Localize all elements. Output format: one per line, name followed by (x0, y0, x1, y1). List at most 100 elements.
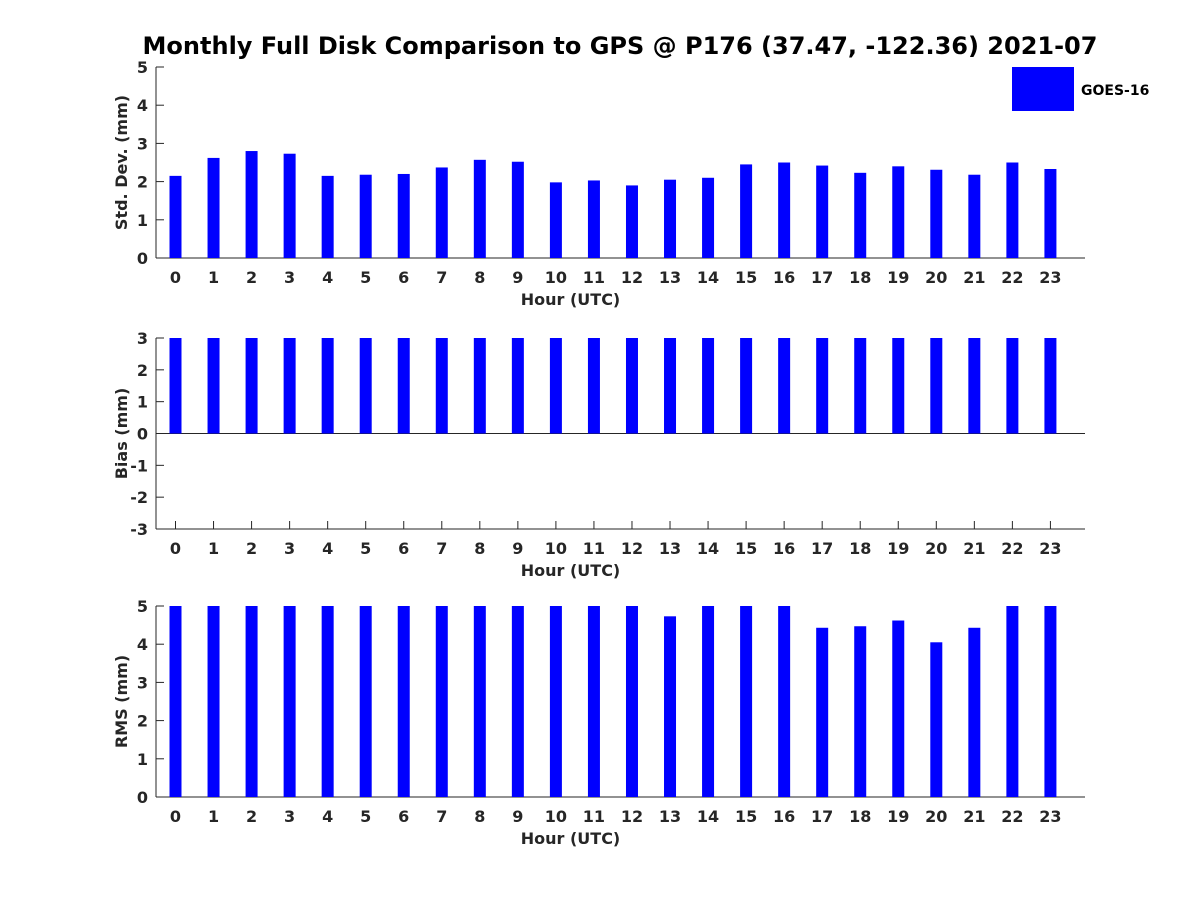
y-axis-label: RMS (mm) (112, 655, 131, 748)
x-tick-label: 14 (697, 268, 719, 287)
x-tick-label: 7 (436, 807, 447, 826)
bar (664, 616, 677, 797)
bar (1006, 338, 1019, 434)
bar (930, 642, 943, 797)
bar (892, 620, 905, 797)
bar (321, 175, 334, 258)
bar (778, 162, 791, 258)
bar (283, 606, 296, 797)
bar (740, 606, 753, 797)
x-tick-label: 8 (474, 539, 485, 558)
bar (892, 166, 905, 258)
legend-swatch (1012, 67, 1074, 111)
x-tick-label: 16 (773, 807, 795, 826)
y-tick-label: 2 (137, 361, 148, 380)
x-tick-label: 19 (887, 539, 909, 558)
bar (1044, 606, 1057, 797)
bar (245, 151, 258, 258)
y-tick-label: 4 (137, 96, 148, 115)
x-tick-label: 18 (849, 807, 871, 826)
bar (435, 338, 448, 434)
x-tick-label: 6 (398, 807, 409, 826)
x-tick-label: 21 (963, 268, 985, 287)
y-tick-label: 4 (137, 635, 148, 654)
x-tick-label: 14 (697, 807, 719, 826)
bar (816, 627, 829, 797)
bar (397, 606, 410, 797)
y-tick-label: 1 (137, 211, 148, 230)
bar (587, 180, 600, 258)
x-tick-label: 4 (322, 807, 333, 826)
x-tick-label: 10 (545, 539, 567, 558)
x-tick-label: 21 (963, 807, 985, 826)
x-tick-label: 18 (849, 539, 871, 558)
bar (359, 606, 372, 797)
bar (968, 627, 981, 797)
bar (207, 606, 220, 797)
x-tick-label: 4 (322, 539, 333, 558)
x-tick-label: 20 (925, 268, 947, 287)
bar (473, 606, 486, 797)
bar (625, 185, 638, 258)
x-tick-label: 3 (284, 268, 295, 287)
x-tick-label: 15 (735, 268, 757, 287)
bar (321, 338, 334, 434)
x-tick-label: 10 (545, 268, 567, 287)
x-tick-label: 11 (583, 268, 605, 287)
bar (169, 606, 182, 797)
x-tick-label: 0 (170, 539, 181, 558)
bar (359, 338, 372, 434)
bar (549, 606, 562, 797)
x-tick-label: 12 (621, 268, 643, 287)
x-tick-label: 13 (659, 539, 681, 558)
bar (511, 338, 524, 434)
x-tick-label: 4 (322, 268, 333, 287)
bar (664, 338, 677, 434)
y-tick-label: 0 (137, 425, 148, 444)
x-tick-label: 22 (1001, 807, 1023, 826)
bar (664, 179, 677, 258)
x-tick-label: 17 (811, 268, 833, 287)
y-tick-label: -1 (130, 456, 148, 475)
y-tick-label: 2 (137, 712, 148, 731)
bar (283, 153, 296, 258)
x-tick-label: 11 (583, 807, 605, 826)
bar (778, 606, 791, 797)
x-tick-label: 0 (170, 807, 181, 826)
x-tick-label: 22 (1001, 268, 1023, 287)
bar (207, 338, 220, 434)
y-tick-label: 5 (137, 597, 148, 616)
bar (892, 338, 905, 434)
bar (854, 626, 867, 797)
bar (625, 606, 638, 797)
y-axis-label: Std. Dev. (mm) (112, 95, 131, 230)
bar (397, 173, 410, 258)
x-tick-label: 6 (398, 268, 409, 287)
bar (702, 606, 715, 797)
legend: GOES-16 (1012, 67, 1149, 111)
x-tick-label: 23 (1039, 268, 1061, 287)
bar (1006, 606, 1019, 797)
x-tick-label: 8 (474, 807, 485, 826)
bar (511, 606, 524, 797)
y-tick-label: 1 (137, 750, 148, 769)
bar (435, 606, 448, 797)
x-tick-label: 15 (735, 807, 757, 826)
x-tick-label: 18 (849, 268, 871, 287)
bar (245, 338, 258, 434)
bar (702, 177, 715, 258)
bar (740, 164, 753, 258)
x-tick-label: 9 (512, 268, 523, 287)
x-tick-label: 9 (512, 539, 523, 558)
y-tick-label: 3 (137, 134, 148, 153)
bar (169, 175, 182, 258)
y-tick-label: 2 (137, 173, 148, 192)
bar (816, 338, 829, 434)
chart-title: Monthly Full Disk Comparison to GPS @ P1… (143, 32, 1098, 60)
x-tick-label: 5 (360, 539, 371, 558)
y-tick-label: -3 (130, 520, 148, 539)
y-tick-label: -2 (130, 488, 148, 507)
